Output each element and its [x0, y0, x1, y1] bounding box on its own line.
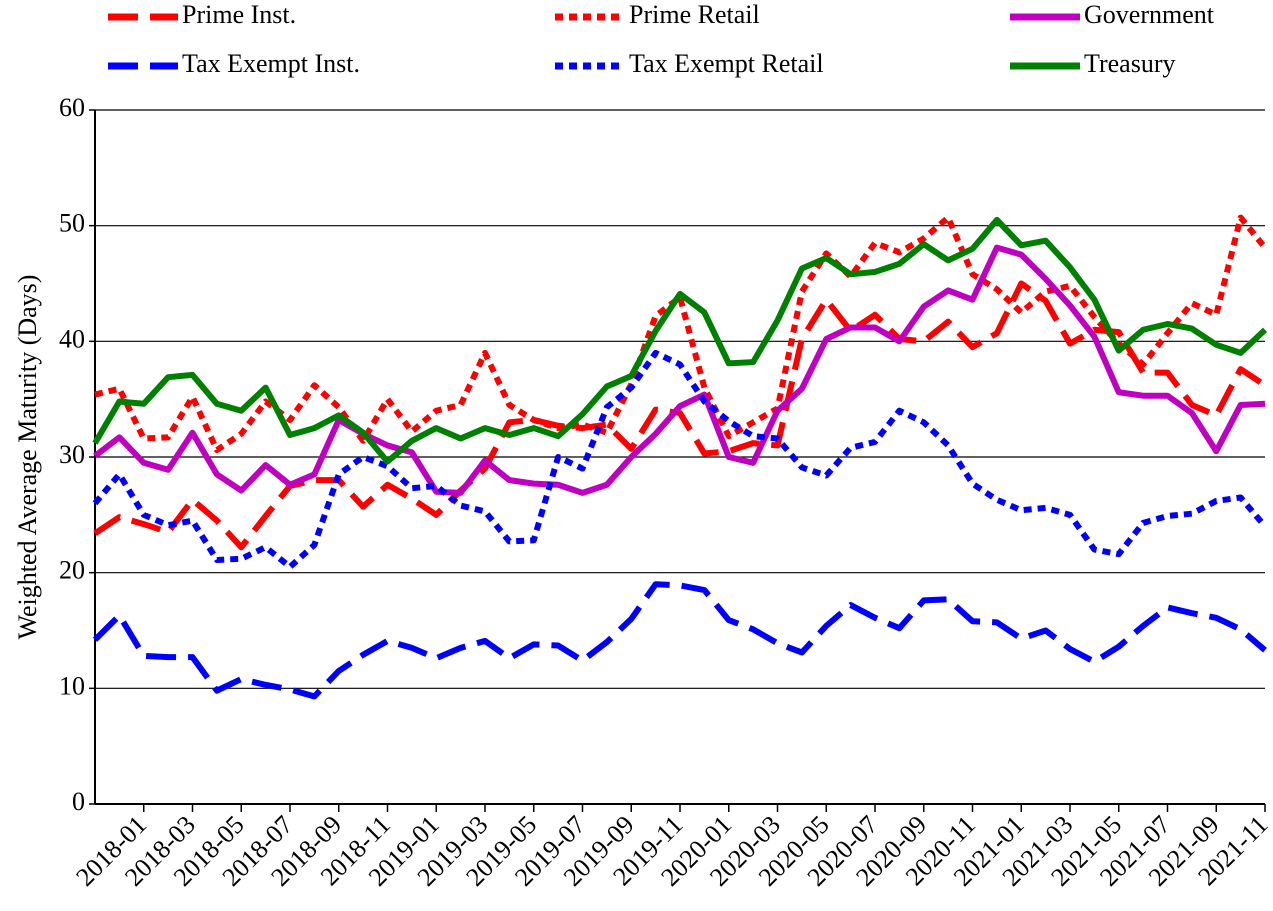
legend-label: Tax Exempt Retail: [629, 49, 824, 78]
legend-label: Government: [1084, 0, 1215, 29]
y-tick-label: 0: [72, 787, 85, 816]
series-line: [93, 280, 1267, 551]
series-line: [92, 349, 1268, 570]
y-tick-label: 30: [59, 440, 85, 469]
legend-label: Treasury: [1084, 49, 1175, 78]
y-tick-label: 50: [59, 209, 85, 238]
legend-label: Prime Inst.: [182, 0, 296, 29]
legend-label: Prime Retail: [629, 0, 760, 29]
series-line: [92, 581, 1267, 700]
y-tick-label: 40: [59, 324, 85, 353]
y-tick-label: 60: [59, 93, 85, 122]
y-axis-title: Weighted Average Maturity (Days): [13, 275, 42, 640]
series-line: [93, 244, 1266, 496]
series-line: [94, 214, 1268, 454]
series-line: [92, 216, 1268, 465]
y-tick-label: 20: [59, 556, 85, 585]
y-tick-label: 10: [59, 671, 85, 700]
legend-label: Tax Exempt Inst.: [182, 49, 360, 78]
